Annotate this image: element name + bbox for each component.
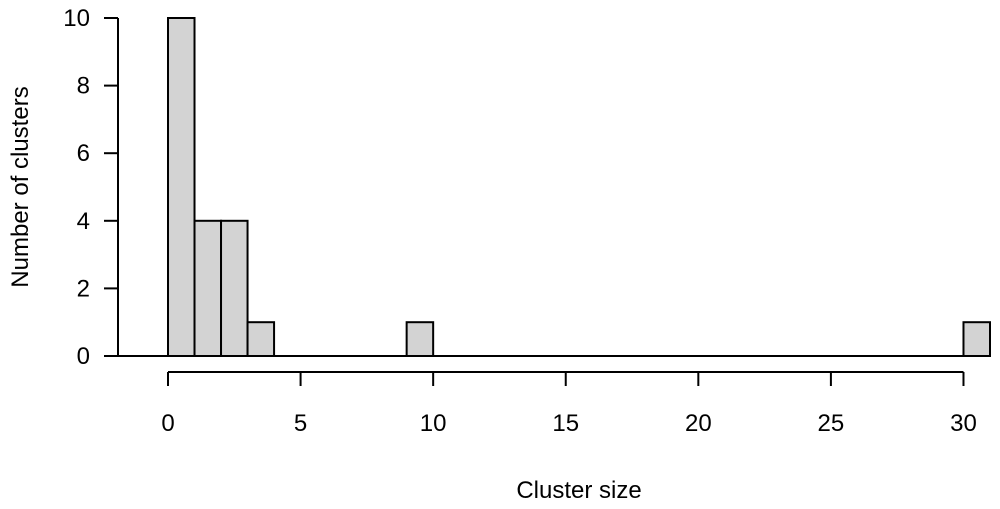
- x-tick-label-4: 20: [685, 410, 712, 437]
- x-tick-label-5: 25: [818, 410, 845, 437]
- histogram-bar-2: [220, 219, 249, 357]
- y-tick-label-4: 8: [77, 73, 90, 100]
- histogram-bar-5: [962, 321, 992, 358]
- x-tick-label-6: 30: [950, 410, 977, 437]
- histogram-bar-0: [167, 17, 196, 357]
- y-tick-label-2: 4: [77, 208, 90, 235]
- histogram-bar-4: [405, 321, 435, 358]
- histogram-bar-3: [246, 321, 276, 358]
- x-axis-title: Cluster size: [516, 477, 641, 504]
- y-tick-label-3: 6: [77, 140, 90, 167]
- histogram-bar-1: [193, 219, 223, 357]
- y-axis-title: Number of clusters: [7, 86, 34, 287]
- x-tick-label-0: 0: [161, 410, 174, 437]
- y-axis: 0 2 4 6 8 10: [63, 5, 119, 370]
- x-tick-label-3: 15: [552, 410, 579, 437]
- x-tick-label-1: 5: [294, 410, 307, 437]
- y-tick-label-0: 0: [77, 343, 90, 370]
- x-axis: 0 5 10 15 20 25 30: [161, 371, 977, 437]
- y-tick-label-1: 2: [77, 275, 90, 302]
- y-tick-label-5: 10: [63, 5, 90, 32]
- x-tick-label-2: 10: [420, 410, 447, 437]
- histogram-bars: [167, 17, 992, 358]
